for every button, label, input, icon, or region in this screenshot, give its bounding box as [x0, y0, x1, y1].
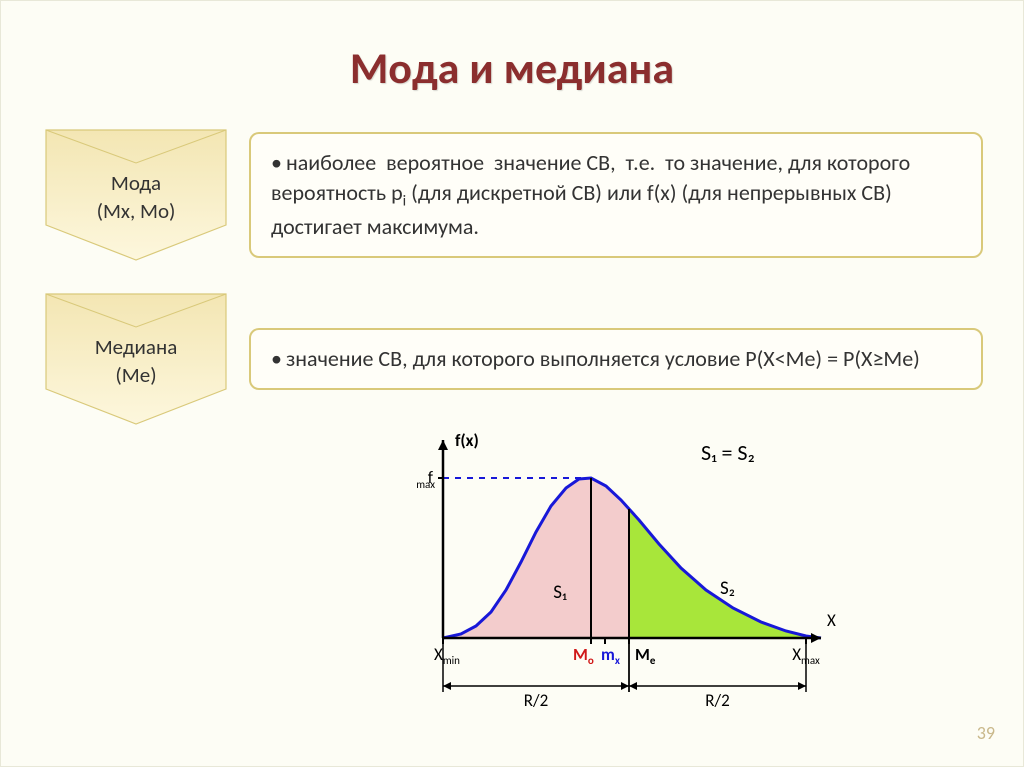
row-mode: Мода (Mx, Mo) наиболее вероятное значени…	[41, 125, 983, 265]
svg-text:S₁: S₁	[553, 581, 567, 604]
svg-text:mx: mx	[601, 644, 620, 667]
svg-text:f(x): f(x)	[455, 430, 479, 451]
slide-title: Мода и медиана	[41, 41, 983, 95]
svg-text:Me: Me	[635, 644, 656, 667]
mode-label-1: Мода	[41, 169, 231, 197]
svg-text:X: X	[827, 610, 836, 631]
chevron-mode: Мода (Mx, Mo)	[41, 125, 231, 265]
svg-text:R/2: R/2	[705, 690, 729, 711]
svg-text:max: max	[416, 477, 435, 491]
svg-text:S₁ = S₂: S₁ = S₂	[701, 439, 755, 466]
svg-text:Mo: Mo	[573, 644, 594, 667]
page-number: 39	[977, 722, 995, 744]
chevron-median: Медиана (Ме)	[41, 289, 231, 429]
svg-text:R/2: R/2	[524, 690, 548, 711]
mode-label-2: (Mx, Mo)	[41, 197, 231, 225]
distribution-diagram: fmaxf(x)XS₁S₂S₁ = S₂XminMomxMeXmaxR/2R/2	[381, 416, 851, 716]
svg-text:Xmin: Xmin	[434, 644, 460, 667]
median-label-2: (Ме)	[41, 361, 231, 389]
mode-desc: наиболее вероятное значение СВ, т.е. то …	[249, 132, 983, 258]
median-desc: значение СВ, для которого выполняется ус…	[249, 328, 983, 390]
row-median: Медиана (Ме) значение СВ, для которого в…	[41, 289, 983, 429]
median-label-1: Медиана	[41, 333, 231, 361]
svg-text:S₂: S₂	[720, 577, 735, 600]
